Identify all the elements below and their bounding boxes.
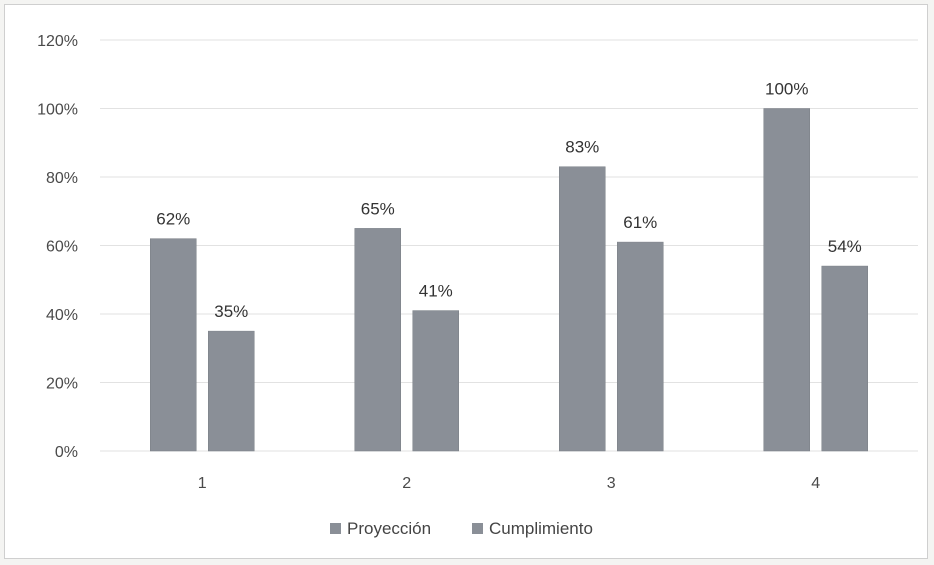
bar [821, 265, 868, 452]
data-label: 35% [214, 302, 248, 321]
x-tick-label: 3 [607, 475, 616, 492]
x-tick-label: 2 [402, 475, 411, 492]
data-label: 83% [565, 138, 599, 157]
bar [559, 166, 606, 452]
legend-label: Proyección [347, 519, 431, 538]
bar [208, 330, 255, 452]
data-label: 41% [419, 282, 453, 301]
bar [412, 310, 459, 452]
bar [354, 228, 401, 452]
x-tick-label: 1 [198, 475, 207, 492]
legend-swatch [472, 523, 483, 534]
data-label: 61% [623, 213, 657, 232]
legend-swatch [330, 523, 341, 534]
data-label: 65% [361, 199, 395, 218]
x-tick-label: 4 [811, 475, 820, 492]
data-label: 100% [765, 80, 808, 99]
data-label: 62% [156, 210, 190, 229]
data-label: 54% [828, 237, 862, 256]
y-tick-label: 120% [37, 33, 78, 50]
y-tick-label: 60% [46, 239, 78, 256]
bar [150, 238, 197, 452]
y-tick-label: 20% [46, 376, 78, 393]
bar [763, 108, 810, 452]
legend-label: Cumplimiento [489, 519, 593, 538]
bar [617, 241, 664, 452]
y-tick-label: 40% [46, 307, 78, 324]
y-tick-label: 80% [46, 170, 78, 187]
y-tick-label: 100% [37, 102, 78, 119]
y-tick-label: 0% [55, 444, 78, 461]
